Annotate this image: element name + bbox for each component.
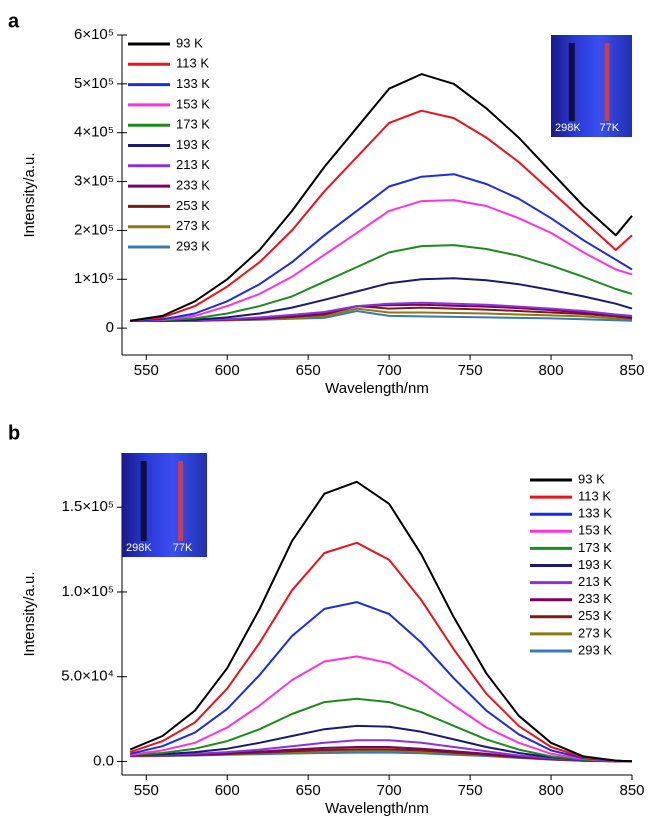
y-axis-label: Intensity/a.u. <box>21 571 38 656</box>
legend-label: 293 K <box>176 238 210 253</box>
x-tick-label: 550 <box>134 362 159 379</box>
y-tick-label: 0.0 <box>93 752 114 769</box>
legend-label: 233 K <box>578 591 612 606</box>
y-tick-label: 2×10⁵ <box>74 221 114 238</box>
y-tick-label: 6×10⁵ <box>74 26 114 43</box>
series-line <box>130 697 633 763</box>
series-line <box>129 109 633 322</box>
legend-label: 233 K <box>176 178 210 193</box>
legend-label: 113 K <box>176 56 209 71</box>
x-tick-label: 600 <box>215 782 240 799</box>
x-tick-label: 800 <box>539 782 564 799</box>
inset-label: 298K <box>555 122 581 134</box>
legend-label: 113 K <box>578 489 611 504</box>
legend-label: 133 K <box>176 76 210 91</box>
legend-label: 153 K <box>176 96 210 111</box>
y-tick-label: 3×10⁵ <box>74 173 114 190</box>
panel-label: b <box>8 422 20 444</box>
x-axis-label: Wavelength/nm <box>325 800 429 817</box>
x-axis-label: Wavelength/nm <box>325 380 429 397</box>
legend-label: 93 K <box>176 35 203 50</box>
x-tick-label: 750 <box>458 362 483 379</box>
legend-label: 273 K <box>578 625 612 640</box>
legend-label: 173 K <box>176 117 210 132</box>
legend-label: 153 K <box>578 523 612 538</box>
panel-label: a <box>8 10 20 32</box>
inset-tube <box>178 461 184 541</box>
series-line <box>130 199 633 322</box>
legend-label: 213 K <box>176 157 210 172</box>
legend-label: 93 K <box>578 471 605 486</box>
x-tick-label: 700 <box>377 362 402 379</box>
x-tick-label: 750 <box>458 782 483 799</box>
x-tick-label: 800 <box>539 362 564 379</box>
legend-label: 133 K <box>578 506 612 521</box>
y-tick-label: 1.0×10⁵ <box>61 583 114 600</box>
series-line <box>129 601 633 763</box>
inset-tube <box>568 43 575 121</box>
series-line <box>130 173 633 322</box>
series-line <box>130 277 633 322</box>
legend-label: 253 K <box>176 198 210 213</box>
y-tick-label: 1×10⁵ <box>74 270 114 287</box>
y-tick-label: 5.0×10⁴ <box>61 668 114 685</box>
series-line <box>130 301 633 322</box>
series-line <box>130 244 633 322</box>
inset-label: 77K <box>600 122 620 134</box>
y-tick-label: 0 <box>106 319 114 336</box>
x-tick-label: 650 <box>296 782 321 799</box>
x-tick-label: 550 <box>134 782 159 799</box>
y-tick-label: 1.5×10⁵ <box>61 498 114 515</box>
y-tick-label: 5×10⁵ <box>74 75 114 92</box>
y-axis-label: Intensity/a.u. <box>21 152 38 237</box>
series-line <box>129 480 633 763</box>
inset-label: 298K <box>126 542 152 554</box>
series-line <box>129 73 633 322</box>
series-line <box>129 541 633 763</box>
x-tick-label: 850 <box>619 782 644 799</box>
x-tick-label: 700 <box>377 782 402 799</box>
x-tick-label: 850 <box>619 362 644 379</box>
y-tick-label: 4×10⁵ <box>74 124 114 141</box>
x-tick-label: 650 <box>296 362 321 379</box>
series-line <box>129 655 633 763</box>
inset-photo <box>122 453 207 557</box>
inset-tube <box>140 461 147 541</box>
legend-label: 273 K <box>176 218 210 233</box>
legend-label: 253 K <box>578 608 612 623</box>
legend-label: 193 K <box>176 137 210 152</box>
legend-label: 193 K <box>578 557 612 572</box>
legend-label: 293 K <box>578 642 612 657</box>
legend-label: 173 K <box>578 540 612 555</box>
legend-label: 213 K <box>578 574 612 589</box>
x-tick-label: 600 <box>215 362 240 379</box>
inset-tube <box>604 43 610 121</box>
inset-photo <box>551 35 632 137</box>
inset-label: 77K <box>173 542 193 554</box>
